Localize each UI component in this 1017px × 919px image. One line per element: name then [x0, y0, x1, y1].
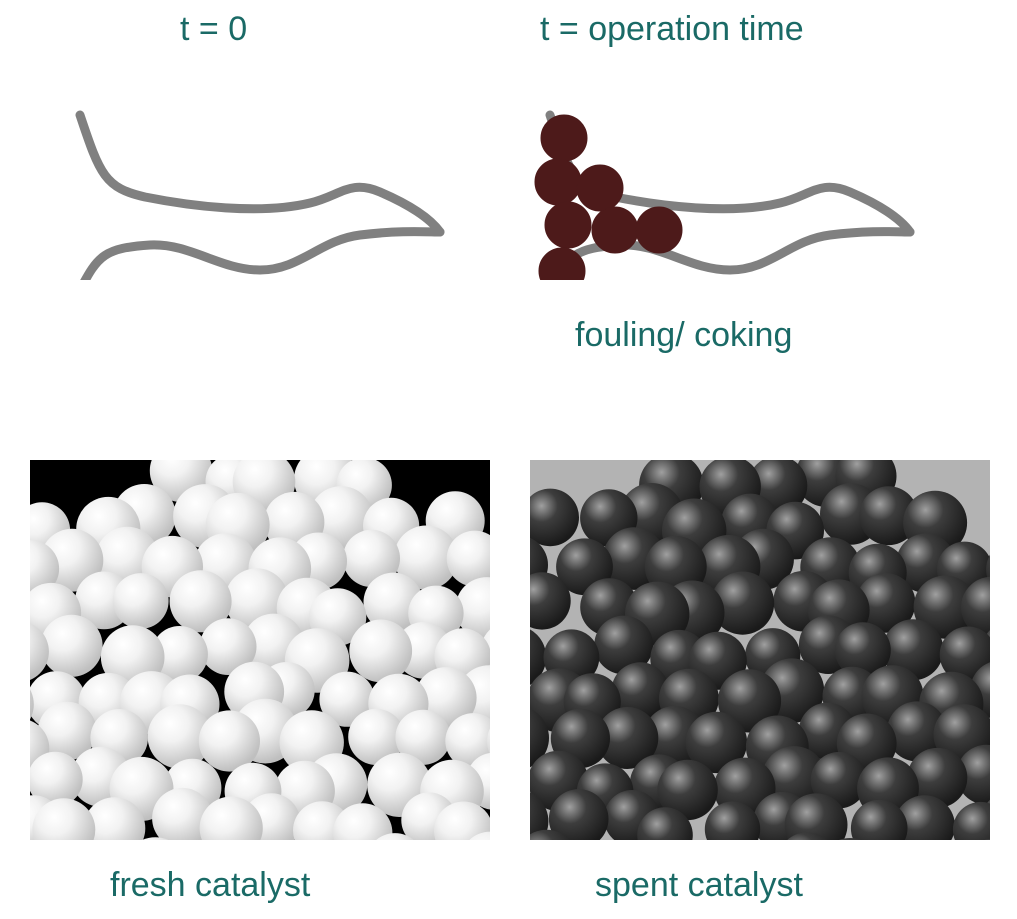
- label-fouling-coking: fouling/ coking: [575, 316, 792, 355]
- pore-diagram-t-operation: [520, 80, 950, 280]
- pore-svg-t-operation: [520, 80, 950, 280]
- pore-diagram-t0: [50, 80, 480, 280]
- label-t-operation: t = operation time: [540, 10, 804, 49]
- fresh-catalyst-svg: [30, 460, 490, 840]
- label-spent-catalyst: spent catalyst: [595, 866, 803, 905]
- spent-catalyst-panel: [530, 460, 990, 840]
- label-t0: t = 0: [180, 10, 247, 49]
- fresh-catalyst-panel: [30, 460, 490, 840]
- spent-catalyst-svg: [530, 460, 990, 840]
- label-fresh-catalyst: fresh catalyst: [110, 866, 310, 905]
- pore-svg-t0: [50, 80, 480, 280]
